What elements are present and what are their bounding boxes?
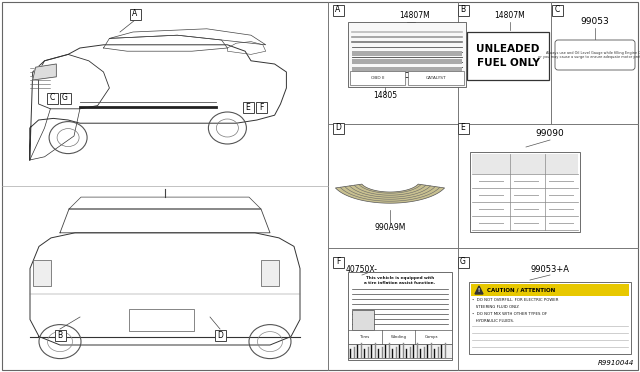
- Bar: [552, 4, 563, 16]
- Text: F: F: [259, 103, 263, 112]
- Text: 99053: 99053: [580, 17, 609, 26]
- Text: Compr.: Compr.: [425, 335, 439, 339]
- Bar: [348, 330, 452, 344]
- Text: CAUTION / ATTENTION: CAUTION / ATTENTION: [487, 288, 556, 292]
- Text: C: C: [554, 6, 559, 15]
- Text: 14807M: 14807M: [495, 12, 525, 20]
- Text: •  DO NOT MIX WITH OTHER TYPES OF: • DO NOT MIX WITH OTHER TYPES OF: [472, 312, 547, 316]
- Text: HYDRAULIC FLUIDS.: HYDRAULIC FLUIDS.: [472, 319, 514, 323]
- Bar: [243, 102, 253, 112]
- Text: 14807M: 14807M: [399, 12, 430, 20]
- Polygon shape: [33, 64, 56, 80]
- Bar: [333, 257, 344, 267]
- Text: E: E: [461, 124, 465, 132]
- Bar: [352, 310, 374, 330]
- Text: F: F: [336, 257, 340, 266]
- Text: A: A: [335, 6, 340, 15]
- Text: R9910044: R9910044: [598, 360, 634, 366]
- Text: C: C: [49, 93, 54, 103]
- Text: G: G: [62, 93, 68, 103]
- Text: This vehicle is equipped with: This vehicle is equipped with: [366, 276, 434, 280]
- Text: B: B: [58, 330, 63, 340]
- Polygon shape: [335, 184, 445, 203]
- Text: B: B: [460, 6, 465, 15]
- Bar: [458, 122, 468, 134]
- FancyBboxPatch shape: [555, 40, 635, 70]
- Text: Winding: Winding: [391, 335, 407, 339]
- Text: OBD II: OBD II: [371, 76, 385, 80]
- Bar: [348, 22, 466, 87]
- Bar: [470, 152, 580, 232]
- Bar: [47, 93, 58, 103]
- Text: 99053+A: 99053+A: [531, 264, 570, 273]
- Text: D: D: [217, 330, 223, 340]
- Text: 99090: 99090: [536, 129, 564, 138]
- Bar: [458, 257, 468, 267]
- Bar: [352, 59, 462, 64]
- Bar: [469, 282, 631, 354]
- Text: !: !: [478, 288, 480, 292]
- Bar: [261, 260, 279, 285]
- Text: 990A9M: 990A9M: [374, 222, 406, 231]
- Text: CATALYST: CATALYST: [426, 76, 446, 80]
- Bar: [352, 67, 462, 72]
- Bar: [467, 32, 549, 80]
- Text: A: A: [132, 10, 138, 19]
- Text: 14805: 14805: [373, 92, 397, 100]
- Text: Tires: Tires: [360, 335, 370, 339]
- Bar: [348, 344, 452, 358]
- Bar: [352, 51, 462, 56]
- Text: 40750X-: 40750X-: [346, 264, 378, 273]
- Bar: [129, 9, 141, 19]
- Bar: [333, 4, 344, 16]
- Bar: [471, 284, 629, 296]
- Bar: [472, 154, 578, 174]
- Bar: [255, 102, 266, 112]
- Text: •  DO NOT OVERFILL. FOR ELECTRIC POWER: • DO NOT OVERFILL. FOR ELECTRIC POWER: [472, 298, 558, 302]
- Bar: [214, 330, 225, 340]
- Text: a tire inflation assist function.: a tire inflation assist function.: [364, 281, 436, 285]
- Bar: [350, 71, 405, 85]
- Text: Always use and Oil Level Gauge while filling Engine Oil,
or you may cause a surg: Always use and Oil Level Gauge while fil…: [538, 51, 640, 59]
- Text: STEERING FLUID ONLY.: STEERING FLUID ONLY.: [472, 305, 520, 309]
- Text: D: D: [335, 124, 341, 132]
- Text: G: G: [460, 257, 466, 266]
- Text: E: E: [246, 103, 250, 112]
- Polygon shape: [475, 286, 483, 294]
- Bar: [60, 93, 70, 103]
- Bar: [348, 272, 452, 360]
- Bar: [333, 122, 344, 134]
- Bar: [33, 260, 51, 285]
- Bar: [458, 4, 468, 16]
- Text: UNLEADED
FUEL ONLY: UNLEADED FUEL ONLY: [476, 44, 540, 68]
- Bar: [54, 330, 65, 340]
- Bar: [129, 310, 194, 331]
- Bar: [408, 71, 464, 85]
